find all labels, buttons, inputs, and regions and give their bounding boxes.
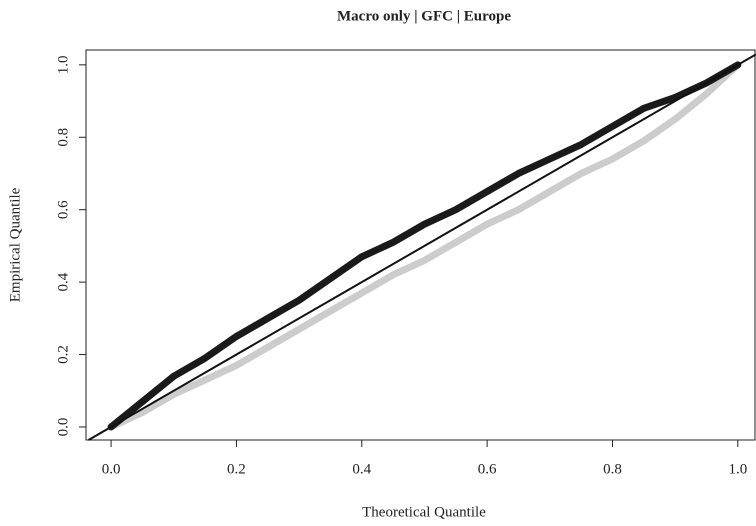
qq-line (107, 61, 742, 431)
y-tick-label: 0.6 (55, 200, 71, 219)
y-axis-label: Empirical Quantile (7, 187, 23, 302)
y-tick-label: 0.0 (55, 418, 71, 437)
x-tick-label: 0.8 (603, 461, 622, 477)
y-tick-label: 0.4 (55, 272, 71, 291)
x-tick-label: 1.0 (728, 461, 747, 477)
x-tick-label: 0.4 (352, 461, 371, 477)
plot-frame (85, 49, 756, 441)
y-tick-label: 1.0 (55, 55, 71, 74)
qq-line (107, 61, 742, 431)
x-tick-label: 0.6 (478, 461, 497, 477)
x-axis-label: Theoretical Quantile (362, 504, 486, 520)
y-tick-label: 0.2 (55, 345, 71, 364)
reference-line (88, 53, 756, 441)
x-tick-label: 0.0 (102, 461, 121, 477)
chart-title: Macro only | GFC | Europe (337, 8, 511, 24)
x-tick-label: 0.2 (227, 461, 246, 477)
y-tick-label: 0.8 (55, 128, 71, 147)
